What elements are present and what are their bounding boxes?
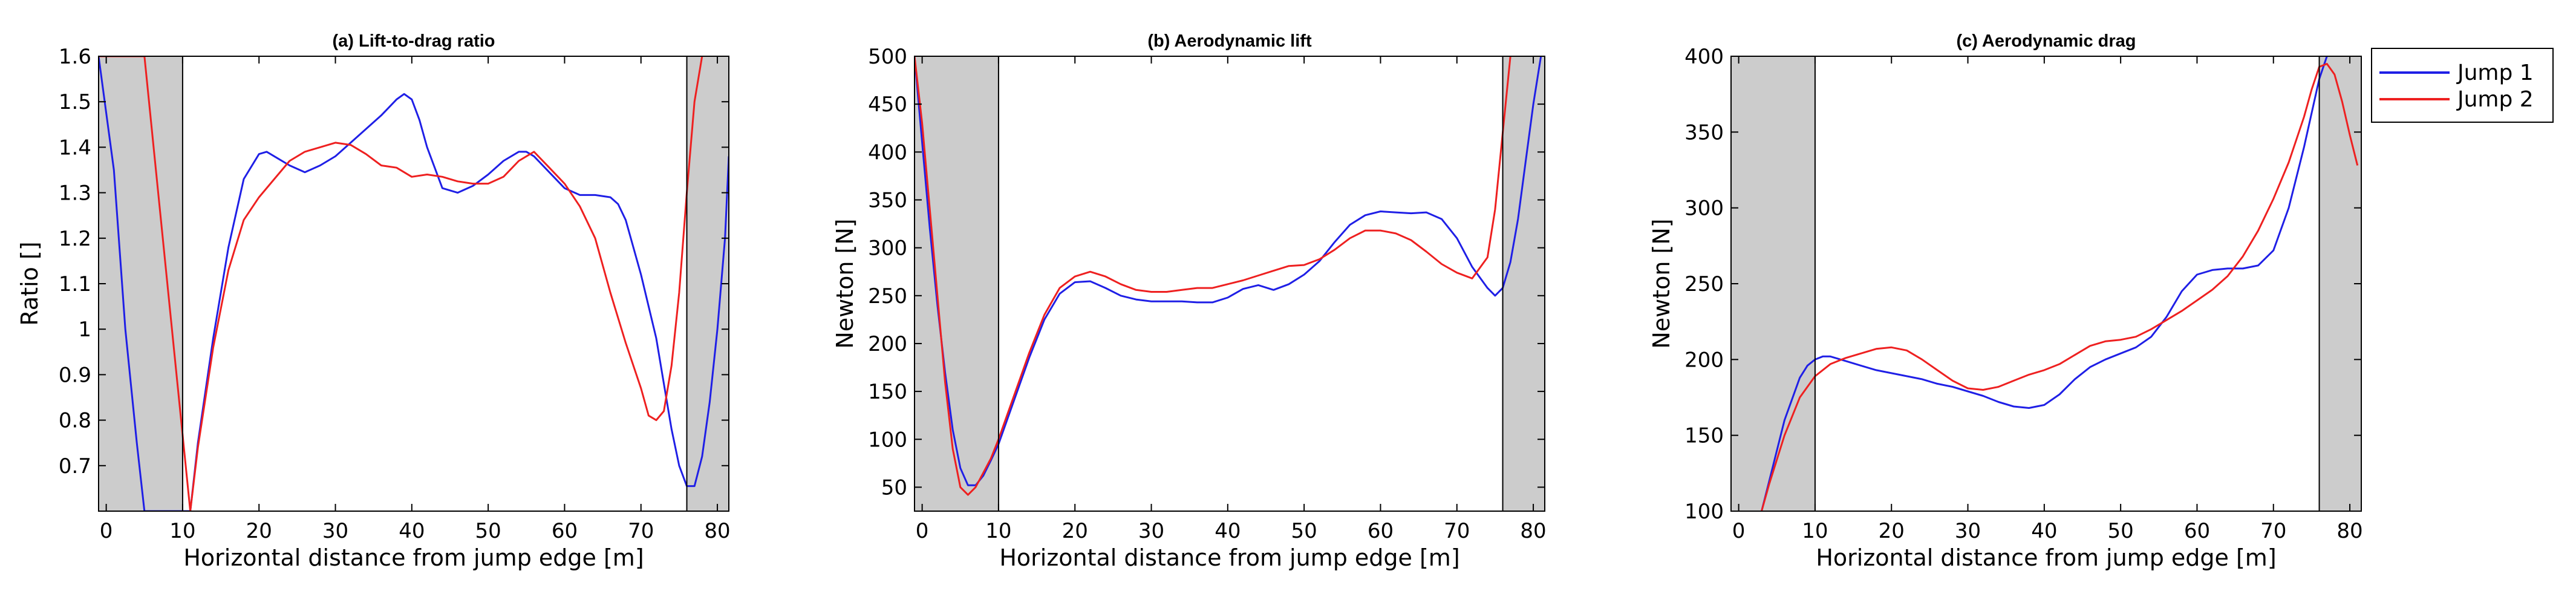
y-tick-label: 350 [1684,120,1724,145]
y-tick-label: 250 [1684,272,1724,296]
y-ticks: 0.7 0.8 0.9 1 1.1 1.2 1.3 1.4 1.5 1.6 [59,45,729,478]
y-tick-label: 0.7 [59,454,91,478]
plot-frame [98,56,729,512]
panel-lift-to-drag: (a) Lift-to-drag ratio 0 10 20 30 40 50 60 70 80… [16,31,731,571]
x-tick-label: 0 [100,519,113,543]
x-tick-label: 70 [1444,519,1470,543]
y-tick-label: 150 [1684,424,1724,448]
y-axis-label: Newton [N] [1648,218,1675,348]
x-tick-label: 10 [169,519,195,543]
x-axis-label: Horizontal distance from jump edge [m] [183,544,644,571]
y-tick-label: 150 [868,380,907,404]
x-tick-label: 80 [704,519,730,543]
y-tick-label: 50 [881,475,907,500]
y-tick-label: 300 [868,237,907,261]
y-tick-label: 400 [1684,45,1724,69]
x-ticks: 0 10 20 30 40 50 60 70 80 [100,56,731,543]
x-tick-label: 70 [2260,519,2286,543]
x-tick-label: 30 [322,519,348,543]
chart-title: (a) Lift-to-drag ratio [332,31,495,51]
y-tick-label: 450 [868,93,907,117]
vline-markers [997,56,1504,511]
data-lines [915,56,1542,496]
series-line-jump-1 [99,56,729,511]
x-tick-label: 80 [1520,519,1546,543]
legend-label-jump1: Jump 1 [2456,60,2534,85]
y-tick-label: 100 [1684,500,1724,524]
x-tick-label: 60 [552,519,578,543]
y-tick-label: 1 [78,318,91,342]
x-tick-label: 60 [1368,519,1394,543]
x-axis-label: Horizontal distance from jump edge [m] [999,544,1459,571]
x-tick-label: 20 [1879,519,1905,543]
panel-aerodynamic-lift: (b) Aerodynamic lift 0 10 20 30 40 50 60 70 80 5… [832,31,1547,571]
shaded-region [99,56,183,511]
chart-title: (c) Aerodynamic drag [1956,31,2136,51]
x-tick-label: 60 [2184,519,2210,543]
x-tick-label: 0 [916,519,929,543]
y-tick-label: 1.3 [59,181,91,206]
y-tick-label: 0.8 [59,409,91,433]
shaded-region [1731,56,1815,511]
series-line-jump-2 [915,56,1511,496]
y-tick-label: 1.2 [59,227,91,251]
vline-markers [1814,56,2320,511]
y-tick-label: 500 [868,45,907,69]
plot-frame [914,56,1545,512]
shaded-regions [915,56,1545,511]
y-ticks: 50 100 150 200 250 300 350 400 450 500 [868,45,1545,500]
series-line-jump-2 [99,56,703,511]
x-tick-label: 40 [1215,519,1241,543]
y-axis-label: Ratio [] [16,241,43,325]
y-tick-label: 200 [1684,348,1724,372]
y-tick-label: 1.6 [59,45,91,69]
x-tick-label: 0 [1732,519,1746,543]
vline-markers [181,56,688,511]
shaded-regions [1731,56,2361,511]
x-tick-label: 50 [2108,519,2134,543]
y-axis-label: Newton [N] [832,218,858,348]
y-ticks: 100 150 200 250 300 350 400 [1684,45,2361,524]
series-line-jump-1 [915,56,1542,486]
y-tick-label: 350 [868,188,907,212]
x-tick-label: 80 [2336,519,2362,543]
x-axis-label: Horizontal distance from jump edge [m] [1816,544,2276,571]
x-tick-label: 40 [399,519,425,543]
plot-frame [1730,56,2362,512]
x-tick-label: 30 [1955,519,1981,543]
x-ticks: 0 10 20 30 40 50 60 70 80 [1732,56,2363,543]
x-tick-label: 30 [1138,519,1164,543]
y-tick-label: 300 [1684,197,1724,221]
y-tick-label: 1.1 [59,272,91,296]
y-tick-label: 250 [868,284,907,308]
y-tick-label: 0.9 [59,363,91,387]
series-line-jump-1 [1761,56,2328,511]
legend-label-jump2: Jump 2 [2456,87,2534,112]
y-tick-label: 1.5 [59,90,91,114]
legend-box [2371,48,2554,123]
y-tick-label: 400 [868,140,907,165]
x-tick-label: 50 [475,519,501,543]
data-lines [99,56,729,511]
x-tick-label: 20 [1062,519,1088,543]
x-tick-label: 10 [985,519,1011,543]
shaded-region [1502,56,1545,511]
x-tick-label: 10 [1802,519,1828,543]
y-tick-label: 100 [868,428,907,452]
x-tick-label: 20 [246,519,272,543]
data-lines [1761,56,2359,511]
chart-title: (b) Aerodynamic lift [1147,31,1312,51]
x-tick-label: 40 [2031,519,2057,543]
series-line-jump-2 [1761,63,2359,511]
shaded-regions [99,56,729,511]
y-tick-label: 1.4 [59,135,91,160]
y-tick-label: 200 [868,332,907,356]
panel-aerodynamic-drag: (c) Aerodynamic drag 0 10 20 30 40 50 60 70 80 1… [1648,31,2363,571]
x-ticks: 0 10 20 30 40 50 60 70 80 [916,56,1547,543]
legend: Jump 1 Jump 2 [2371,48,2554,123]
shaded-region [915,56,999,511]
x-tick-label: 50 [1291,519,1317,543]
x-tick-label: 70 [628,519,654,543]
